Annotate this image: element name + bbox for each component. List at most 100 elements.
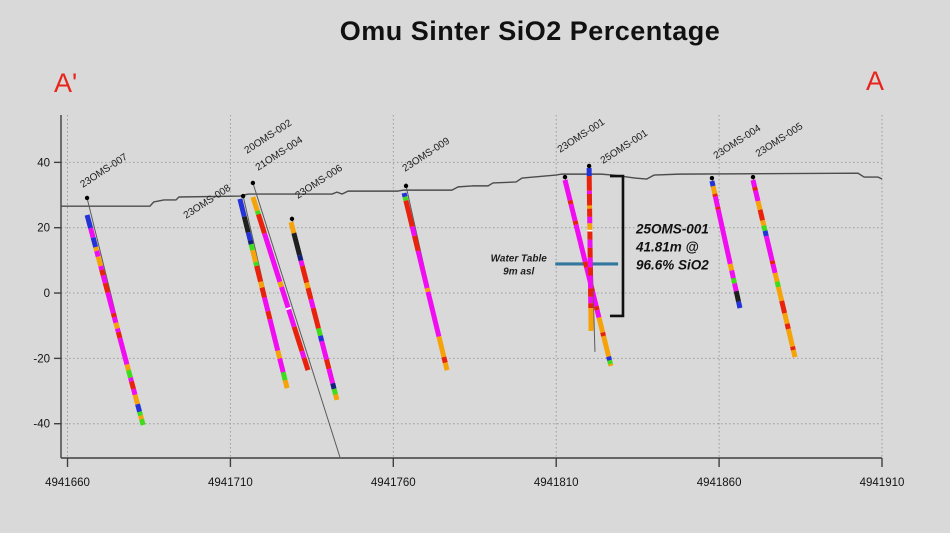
drill-hole-23OMS-008 [237,193,290,389]
interval-segment-red [301,357,311,371]
x-tick-label: 4941710 [208,477,253,489]
interval-segment-magenta [262,296,271,312]
interval-segment-magenta [114,327,121,333]
interval-segment-red [99,269,106,277]
surface-topography-line [61,172,883,207]
interval-segment-blue [709,180,716,187]
interval-segment-green [774,281,781,288]
collar-dot [586,163,592,169]
interval-segment-magenta [712,196,721,208]
hole-label-23OMS-004: 23OMS-004 [712,123,764,162]
interval-segment-orange [304,281,311,289]
interval-segment-orange [601,335,612,358]
section-marker-a: A [866,66,885,96]
interval-segment-red [790,345,796,351]
interval-segment-magenta [262,232,283,283]
interval-segment-magenta [573,224,588,263]
interval-segment-blue [84,214,94,229]
interval-segment-orange [436,335,447,358]
hole-label-25OMS-001: 25OMS-001 [599,128,651,167]
collar-dot [750,174,756,180]
interval-segment-navy [297,254,304,262]
interval-segment-green [254,210,261,216]
interval-segment-magenta [98,265,105,271]
collar-dot [709,175,715,181]
interval-segment-magenta [562,179,573,202]
collar-dot [84,195,90,201]
interval-segment-green [248,243,256,251]
drill-hole-25OMS-001 [586,163,596,352]
interval-segment-red [752,186,758,192]
interval-segment-magenta [308,298,316,309]
interval-segment-orange [124,363,131,371]
interval-segment-orange [132,394,140,405]
drill-hole-23OMS-004 [709,175,743,309]
interval-segment-orange [333,393,340,401]
interval-segment-magenta [286,308,297,328]
interval-segment-red [567,199,574,205]
interval-segment-red [291,326,305,352]
interval-segment-red [757,209,765,221]
interval-segment-green [139,418,146,426]
interval-segment-blue [606,355,612,361]
y-tick-label: -20 [33,353,50,365]
interval-segment-blue [762,230,769,237]
interval-segment-red [779,300,788,314]
interval-segment-red [593,305,600,311]
interval-segment-black [291,232,302,256]
interval-segment-red [784,323,791,330]
hole-label-23OMS-009: 23OMS-009 [401,136,453,175]
interval-segment-orange [250,196,260,212]
interval-segment-orange [258,281,265,289]
interval-segment-orange [93,246,100,252]
interval-segment-red [769,260,776,265]
y-tick-label: 0 [44,288,50,300]
y-tick-label: 20 [37,223,50,235]
section-marker-a-prime: A' [54,68,78,98]
interval-segment-red [600,331,607,337]
collar-dot [250,180,256,186]
drill-trace [252,182,341,458]
interval-segment-orange [442,362,450,371]
collar-dot [562,174,568,180]
interval-segment-green [402,196,409,202]
collar-dot [403,183,409,189]
interval-segment-magenta [298,259,305,267]
interval-segment-red [129,380,136,390]
interval-segment-blue [736,301,743,309]
drill-hole-23OMS-009 [401,183,450,371]
interval-segment-red [712,193,718,198]
interval-segment-black [241,216,251,234]
interval-segment-magenta [131,388,138,396]
interval-bracket [609,174,625,318]
chart-title: Omu Sinter SiO2 Percentage [339,16,721,46]
interval-segment-magenta [105,291,116,315]
interval-segment-magenta [750,179,758,188]
drill-hole-23OMS-001 [562,174,614,367]
interval-segment-magenta [100,274,108,284]
interval-segment-magenta [568,203,578,222]
interval-segment-magenta [319,340,329,361]
interval-segment-magenta [753,189,761,202]
interval-segment-orange [113,322,120,330]
interval-segment-magenta [94,250,101,258]
interval-segment-navy [247,239,254,245]
interval-segment-navy [330,382,337,390]
interval-segment-red [256,213,267,235]
water-table-label: Water Table [491,254,548,265]
interval-segment-magenta [88,227,96,239]
interval-segment-red [115,331,123,339]
highlight-annotation-line: 96.6% SiO2 [636,257,709,272]
interval-segment-orange [596,316,606,334]
x-tick-label: 4941660 [45,477,90,489]
hole-label-23OMS-008: 23OMS-008 [182,183,234,222]
x-tick-label: 4941860 [697,477,742,489]
interval-segment-magenta [415,250,430,289]
interval-segment-magenta [117,337,130,366]
interval-segment-green [607,359,613,365]
interval-segment-orange [782,312,790,325]
interval-segment-red [310,307,321,330]
interval-segment-blue [245,231,253,241]
